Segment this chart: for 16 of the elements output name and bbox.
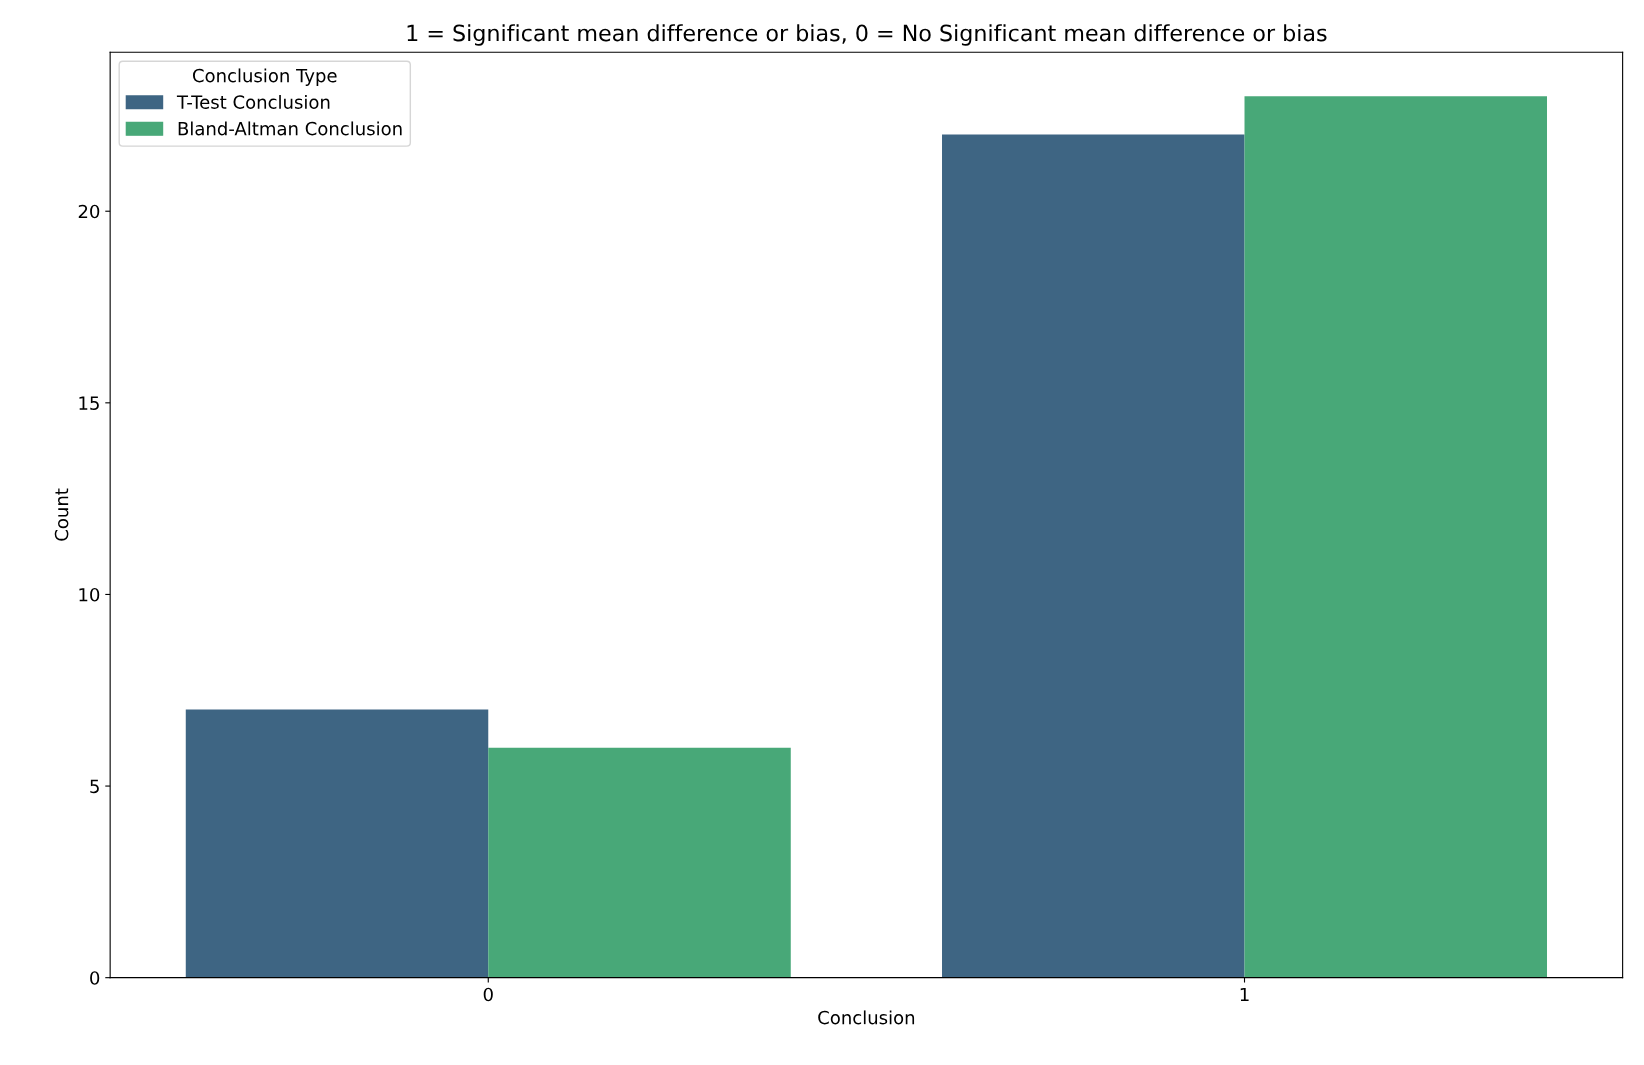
y-tick-label: 0 (90, 971, 100, 985)
bar (488, 747, 791, 978)
legend-label: T-Test Conclusion (176, 94, 330, 109)
y-tick-label: 20 (78, 204, 100, 219)
bar (942, 134, 1245, 978)
x-axis-title: Conclusion (818, 1010, 915, 1025)
chart-title: 1 = Significant mean difference or bias, 0 = No Significant mean difference or bias (407, 24, 1327, 46)
y-tick-label: 10 (79, 587, 100, 602)
legend-title: Conclusion Type (192, 68, 337, 86)
bar (185, 709, 489, 978)
bar (1244, 96, 1547, 978)
y-tick-label: 15 (79, 396, 99, 410)
y-axis-title: Count (54, 488, 69, 541)
x-tick-label: 1 (1240, 987, 1249, 1002)
legend-label: Bland-Altman Conclusion (178, 121, 402, 136)
y-tick-label: 5 (90, 779, 99, 794)
